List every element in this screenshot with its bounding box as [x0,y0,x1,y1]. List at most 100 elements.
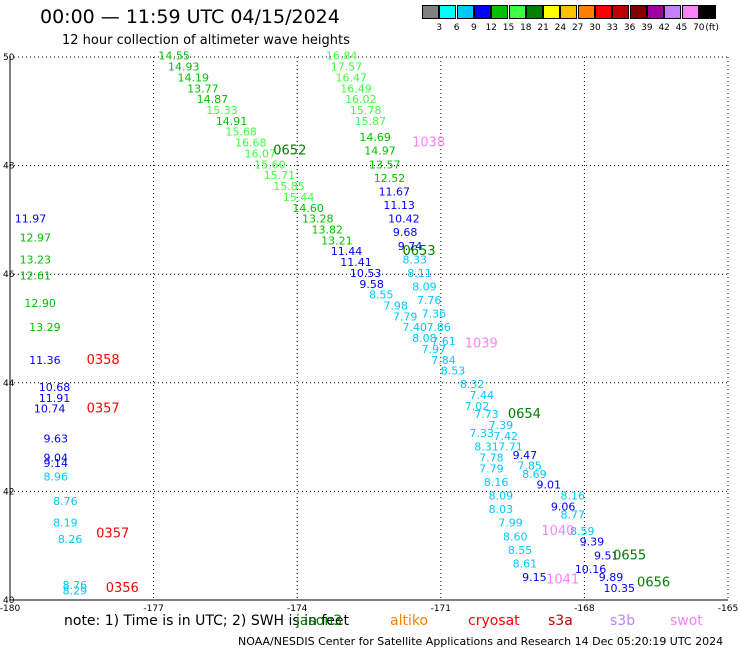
data-point: 16.47 [335,71,367,84]
data-point: 7.71 [498,441,523,454]
data-point: 7.40 [403,321,428,334]
credit-line: NOAA/NESDIS Center for Satellite Applica… [238,635,724,648]
data-point: 8.53 [441,365,466,378]
data-point: 7.73 [474,408,499,421]
data-point: 8.09 [489,490,513,503]
satellite-label-s3b: s3b [610,613,636,629]
data-point: 12.61 [20,270,52,283]
legend-label: 3 [436,23,443,33]
legend-label: 36 [623,23,636,33]
data-point: 9.01 [537,479,562,492]
pass-label: 0357 [87,402,120,417]
legend-label: 27 [571,23,584,33]
data-point: 9.51 [594,549,619,562]
data-point: 8.55 [508,544,533,557]
data-point: 13.28 [302,213,334,226]
data-point: 7.98 [383,299,408,312]
footnote: note: 1) Time is in UTC; 2) SWH is in fe… [64,613,350,629]
data-point: 8.31 [474,441,499,454]
data-point: 8.11 [407,267,432,280]
data-point: 13.82 [312,223,344,236]
data-point: 11.44 [331,245,363,258]
data-point: 9.58 [359,278,384,291]
data-point: 8.59 [570,525,595,538]
legend-swatch [612,5,630,19]
data-point: 7.39 [489,419,513,432]
legend-label: 18 [520,23,532,33]
legend-swatch [491,5,509,19]
data-point: 14.87 [197,93,229,106]
data-point: 11.97 [15,213,47,226]
data-point: 9.39 [580,536,605,549]
data-point: 10.35 [604,582,636,595]
legend-swatch [560,5,578,19]
data-point: 16.07 [245,147,277,160]
y-tick-label: 46 [3,270,15,280]
legend-swatch [508,5,526,19]
data-point: 15.33 [206,104,238,117]
x-tick-label: -168 [574,604,595,614]
pass-label: 1038 [412,136,445,151]
data-point: 7.42 [493,430,518,443]
data-point: 9.14 [44,457,69,470]
data-point: 11.41 [340,256,372,269]
legend-label: 45 [675,23,688,33]
data-point: 7.33 [470,427,495,440]
data-point: 8.29 [63,585,88,598]
data-point: 11.36 [29,354,61,367]
legend-swatch [473,5,491,19]
legend-swatch [646,5,664,19]
legend-swatch [525,5,543,19]
satellite-label-s3a: s3a [548,613,573,629]
legend-swatch [629,5,647,19]
data-point: 8.76 [53,495,78,508]
pass-label: 1039 [465,337,498,352]
data-point: 9.68 [393,226,418,239]
data-point: 11.13 [383,199,415,212]
legend-label: 6 [453,23,460,33]
data-point: 12.90 [24,297,56,310]
chart-subtitle: 12 hour collection of altimeter wave hei… [62,33,350,48]
data-point: 16.02 [345,93,377,106]
legend-unit: (ft) [705,23,719,33]
data-point: 9.89 [599,571,624,584]
data-point: 8.09 [412,280,437,293]
pass-label: 0654 [508,407,541,422]
data-point: 7.44 [470,389,495,402]
data-point: 8.08 [412,332,437,345]
data-point: 14.19 [178,71,210,84]
y-tick-label: 40 [3,596,15,606]
data-point: 13.77 [187,82,219,95]
data-point: 7.78 [479,452,504,465]
legend-swatch [595,5,612,19]
data-point: 8.55 [369,289,394,302]
data-point: 7.76 [417,294,442,307]
data-point: 9.04 [44,452,69,465]
data-point: 10.74 [34,403,66,416]
data-point: 7.79 [479,462,504,475]
satellite-label-swot: swot [670,613,703,629]
data-point: 13.29 [29,321,61,334]
data-point: 8.03 [489,503,513,516]
legend-swatch [698,5,716,19]
data-point: 13.21 [321,234,353,247]
pass-label: 1041 [546,573,579,588]
data-point: 12.52 [374,172,406,185]
legend-label: 42 [658,23,670,33]
data-point: 14.91 [216,115,248,128]
data-point: 11.91 [39,392,71,405]
data-point: 8.69 [522,468,547,481]
y-tick-label: 44 [3,379,15,389]
satellite-label-altiko: altiko [390,613,429,629]
data-point: 12.97 [20,232,52,245]
data-point: 16.84 [326,50,358,63]
legend-swatch [577,5,595,19]
data-point: 7.36 [422,308,447,321]
data-point: 8.76 [63,579,88,592]
data-point: 15.87 [355,115,387,128]
legend-label: 15 [502,23,515,33]
data-point: 14.93 [168,61,200,74]
data-point: 7.99 [498,517,523,530]
pass-label: 0358 [87,353,120,368]
x-tick-label: -174 [287,604,308,614]
